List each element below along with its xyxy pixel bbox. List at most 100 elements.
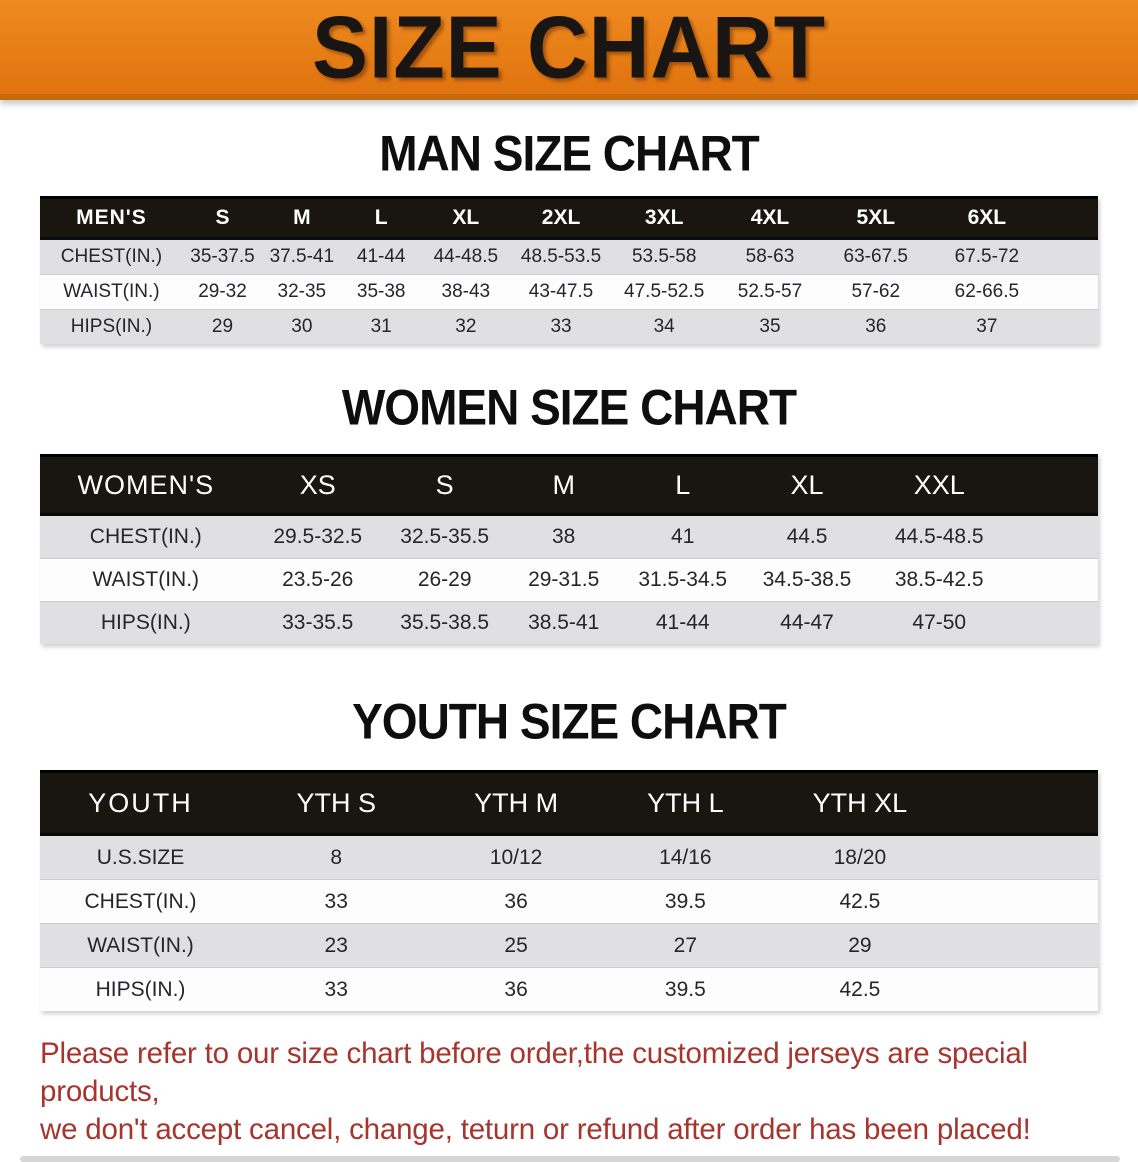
size-cell: 63-67.5	[822, 238, 929, 275]
row-label: HIPS(IN.)	[40, 601, 252, 644]
size-cell: 29.5-32.5	[251, 514, 384, 559]
column-header: YTH S	[241, 770, 432, 836]
row-label: HIPS(IN.)	[40, 309, 183, 344]
column-header: XL	[420, 196, 511, 240]
column-header: L	[341, 196, 421, 240]
disclaimer-line2: we don't accept cancel, change, teturn o…	[40, 1113, 1031, 1146]
size-cell: 35-38	[341, 274, 421, 310]
spacer-cell	[1045, 274, 1098, 310]
column-header: YTH M	[431, 770, 601, 836]
column-header: M	[505, 454, 622, 516]
row-label: CHEST(IN.)	[40, 238, 183, 275]
youth-hips-row: HIPS(IN.) 33 36 39.5 42.5	[40, 967, 1098, 1011]
size-cell: 32-35	[262, 274, 342, 310]
size-cell: 47-50	[870, 601, 1009, 644]
women-size-chart-heading: WOMEN SIZE CHART	[341, 378, 797, 436]
size-cell: 41-44	[341, 238, 421, 275]
size-cell: 33-35.5	[251, 601, 384, 644]
spacer-cell	[949, 923, 1098, 968]
youth-chest-row: CHEST(IN.) 33 36 39.5 42.5	[40, 879, 1098, 924]
column-header: S	[383, 454, 506, 516]
size-cell: 26-29	[383, 558, 506, 602]
men-chest-row: CHEST(IN.) 35-37.5 37.5-41 41-44 44-48.5…	[40, 238, 1098, 275]
man-size-chart-heading: MAN SIZE CHART	[379, 124, 760, 182]
size-cell: 44.5-48.5	[870, 514, 1009, 559]
size-cell: 23	[241, 923, 432, 968]
size-cell: 35	[717, 309, 823, 344]
spacer-cell	[1008, 558, 1098, 602]
column-header: 5XL	[822, 196, 929, 240]
spacer-cell	[1008, 601, 1098, 644]
men-waist-row: WAIST(IN.) 29-32 32-35 35-38 38-43 43-47…	[40, 274, 1098, 310]
column-header: S	[182, 196, 263, 240]
column-header: 2XL	[510, 196, 612, 240]
spacer-cell	[1045, 238, 1098, 275]
column-header: YTH XL	[769, 770, 950, 836]
size-cell: 42.5	[769, 967, 950, 1011]
size-cell: 41	[621, 514, 744, 559]
size-cell: 29-32	[182, 274, 263, 310]
youth-size-chart-heading: YOUTH SIZE CHART	[352, 692, 787, 750]
youth-size-table: YOUTH YTH S YTH M YTH L YTH XL U.S.SIZE …	[40, 770, 1098, 1011]
bottom-edge-shadow	[20, 1156, 1120, 1162]
spacer-cell	[949, 834, 1098, 880]
size-cell: 44-47	[743, 601, 871, 644]
size-cell: 23.5-26	[251, 558, 384, 602]
column-header: M	[262, 196, 342, 240]
size-cell: 36	[431, 967, 601, 1011]
disclaimer-line1: Please refer to our size chart before or…	[40, 1037, 1028, 1108]
spacer-cell	[1045, 309, 1098, 344]
size-cell: 31	[341, 309, 421, 344]
size-cell: 10/12	[431, 834, 601, 880]
size-cell: 38	[505, 514, 622, 559]
size-cell: 38-43	[420, 274, 511, 310]
banner: SIZE CHART	[0, 0, 1138, 100]
women-hips-row: HIPS(IN.) 33-35.5 35.5-38.5 38.5-41 41-4…	[40, 601, 1098, 644]
size-cell: 42.5	[769, 879, 950, 924]
women-group-label: WOMEN'S	[40, 454, 252, 516]
youth-header-row: YOUTH YTH S YTH M YTH L YTH XL	[40, 770, 1098, 836]
size-cell: 32	[420, 309, 511, 344]
youth-ussize-row: U.S.SIZE 8 10/12 14/16 18/20	[40, 834, 1098, 880]
spacer-cell	[949, 967, 1098, 1011]
size-cell: 57-62	[822, 274, 929, 310]
column-header: L	[621, 454, 744, 516]
row-label: CHEST(IN.)	[40, 879, 242, 924]
size-cell: 47.5-52.5	[611, 274, 718, 310]
size-cell: 44-48.5	[420, 238, 511, 275]
column-header: YTH L	[600, 770, 770, 836]
row-label: U.S.SIZE	[40, 834, 242, 880]
size-cell: 31.5-34.5	[621, 558, 744, 602]
size-cell: 25	[431, 923, 601, 968]
spacer-cell	[949, 770, 1098, 836]
youth-waist-row: WAIST(IN.) 23 25 27 29	[40, 923, 1098, 968]
youth-group-label: YOUTH	[40, 770, 242, 836]
size-cell: 29	[182, 309, 263, 344]
men-group-label: MEN'S	[40, 196, 183, 240]
size-cell: 48.5-53.5	[510, 238, 612, 275]
size-cell: 35.5-38.5	[383, 601, 506, 644]
column-header: XL	[743, 454, 871, 516]
column-header: XXL	[870, 454, 1009, 516]
column-header: XS	[251, 454, 384, 516]
spacer-cell	[1008, 454, 1098, 516]
column-header: 4XL	[717, 196, 823, 240]
size-cell: 34	[611, 309, 718, 344]
row-label: WAIST(IN.)	[40, 923, 242, 968]
size-cell: 62-66.5	[928, 274, 1046, 310]
column-header: 3XL	[611, 196, 718, 240]
size-cell: 29	[769, 923, 950, 968]
row-label: WAIST(IN.)	[40, 274, 183, 310]
size-cell: 18/20	[769, 834, 950, 880]
women-waist-row: WAIST(IN.) 23.5-26 26-29 29-31.5 31.5-34…	[40, 558, 1098, 602]
size-cell: 44.5	[743, 514, 871, 559]
size-cell: 53.5-58	[611, 238, 718, 275]
row-label: CHEST(IN.)	[40, 514, 252, 559]
size-cell: 33	[510, 309, 612, 344]
women-chest-row: CHEST(IN.) 29.5-32.5 32.5-35.5 38 41 44.…	[40, 514, 1098, 559]
women-size-table: WOMEN'S XS S M L XL XXL CHEST(IN.) 29.5-…	[40, 454, 1098, 644]
size-cell: 29-31.5	[505, 558, 622, 602]
banner-title: SIZE CHART	[312, 0, 826, 97]
size-cell: 67.5-72	[928, 238, 1046, 275]
